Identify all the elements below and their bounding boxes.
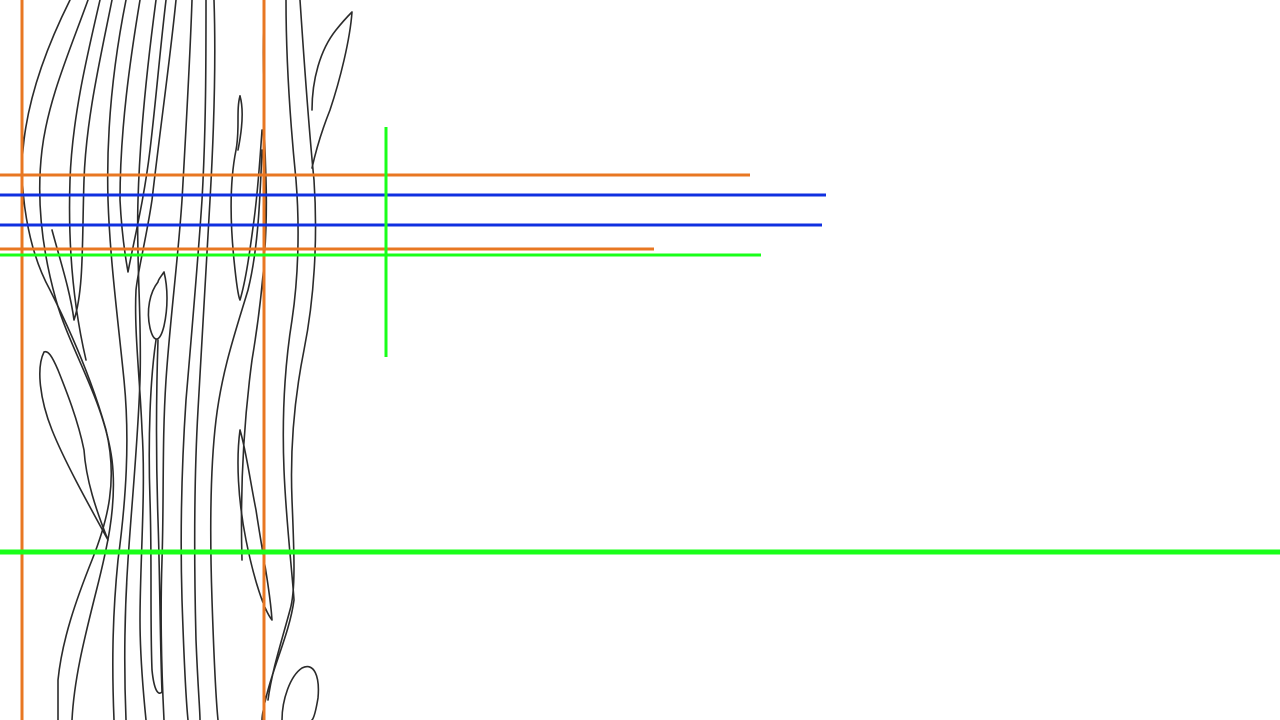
trunk-stroke: [148, 339, 163, 694]
trunk-stroke: [39, 350, 109, 541]
trunk-stroke: [68, 0, 101, 361]
trunk-stroke: [147, 271, 168, 340]
trunk-stroke: [38, 0, 115, 720]
trunk-stroke: [123, 0, 157, 720]
trunk-stroke: [230, 95, 263, 301]
trunk-stroke: [267, 0, 317, 701]
trunk-stroke: [180, 0, 207, 720]
trunk-stroke: [160, 0, 193, 720]
trunk-stroke: [210, 149, 263, 720]
trunk-stroke: [119, 0, 167, 273]
trunk-stroke: [237, 429, 273, 621]
trunk-stroke: [21, 0, 113, 720]
trunk-stroke: [193, 0, 216, 720]
trunk-stroke: [51, 0, 113, 321]
trunk-stroke: [106, 0, 128, 720]
tree-trunk-sketch: [21, 0, 353, 720]
trunk-stroke: [134, 0, 177, 720]
trunk-stroke: [237, 95, 243, 151]
trunk-stroke: [311, 11, 353, 169]
trunk-stroke: [281, 665, 320, 720]
